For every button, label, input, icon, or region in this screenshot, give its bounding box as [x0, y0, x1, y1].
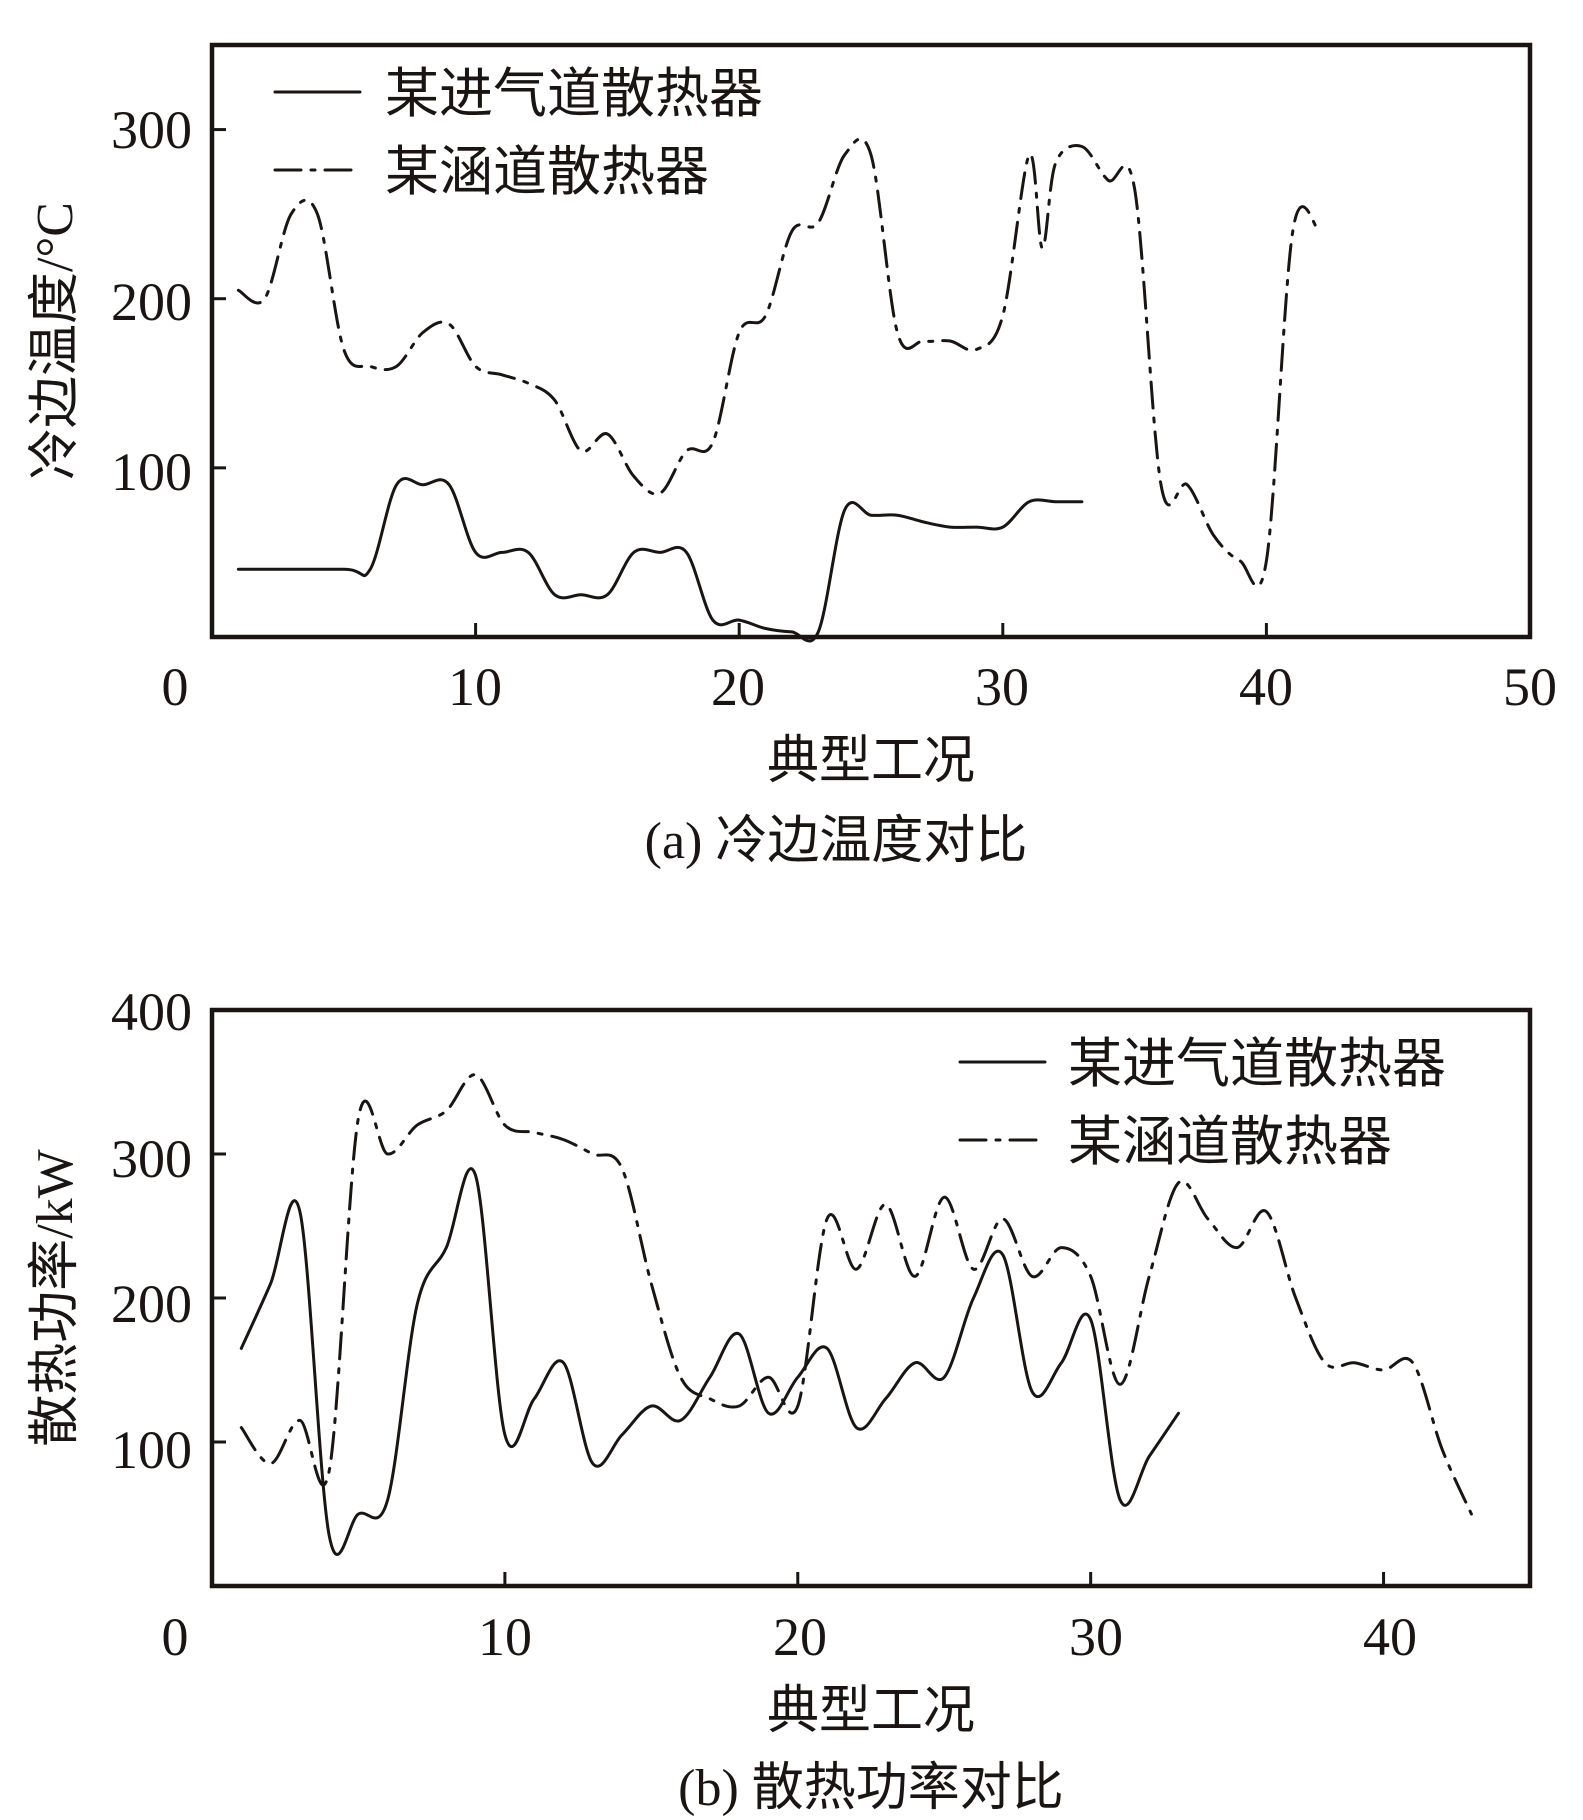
panel-a-y-tick-labels: 300 200 100 [111, 100, 192, 502]
panel-b-y-tick-label: 300 [111, 1129, 192, 1189]
panel-a-x-tick-label: 10 [448, 657, 502, 717]
panel-b-legend: 某进气道散热器 某涵道散热器 [958, 1034, 1446, 1172]
panel-a-x-tick-label: 20 [711, 657, 765, 717]
panel-a-x-tick-label: 50 [1503, 657, 1557, 717]
panel-a-x-axis-title: 典型工况 [767, 733, 975, 790]
panel-b-x-tick-label: 0 [162, 1607, 189, 1667]
panel-b: 0 10 20 30 40 400 300 200 100 典型工况 散热功率/… [27, 982, 1533, 1817]
panel-b-series-line-dashdot [239, 1073, 1473, 1516]
panel-b-y-tick-label: 200 [111, 1274, 192, 1334]
panel-a-legend-label: 某涵道散热器 [385, 142, 709, 202]
panel-b-y-axis-title: 散热功率/kW [27, 1149, 84, 1447]
panel-b-series-line-solid [239, 1167, 1180, 1556]
panel-b-x-tick-label: 40 [1363, 1607, 1417, 1667]
panel-b-series-group [239, 1073, 1473, 1556]
panel-a-caption: (a) 冷边温度对比 [645, 813, 1028, 870]
panel-b-x-tick-label: 30 [1069, 1607, 1123, 1667]
panel-a-legend-label: 某进气道散热器 [385, 64, 763, 124]
panel-b-legend-label: 某进气道散热器 [1068, 1034, 1446, 1094]
panel-b-legend-label: 某涵道散热器 [1068, 1112, 1392, 1172]
panel-a-series-group [236, 137, 1321, 643]
panel-b-y-tick-label: 100 [111, 1420, 192, 1480]
panel-a-ticks [212, 128, 1268, 637]
panel-a-x-tick-labels: 0 10 20 30 40 50 [162, 657, 1558, 717]
panel-b-x-tick-labels: 0 10 20 30 40 [162, 1607, 1418, 1667]
panel-a-y-tick-label: 300 [111, 100, 192, 160]
panel-a-x-tick-label: 0 [162, 657, 189, 717]
panel-a-series-line-solid [236, 477, 1084, 643]
panel-a: 0 10 20 30 40 50 300 200 100 典型工况 冷边温度/°… [27, 42, 1558, 870]
panel-b-y-tick-labels: 400 300 200 100 [111, 982, 192, 1480]
panel-a-y-axis-title: 冷边温度/°C [27, 202, 84, 480]
panel-b-x-tick-label: 20 [773, 1607, 827, 1667]
panel-a-y-tick-label: 200 [111, 272, 192, 332]
panel-b-y-tick-label: 400 [111, 982, 192, 1042]
panel-a-legend: 某进气道散热器 某涵道散热器 [273, 64, 763, 202]
panel-b-x-axis-title: 典型工况 [767, 1683, 975, 1740]
panel-a-x-tick-label: 30 [975, 657, 1029, 717]
panel-b-caption: (b) 散热功率对比 [678, 1760, 1064, 1817]
panel-b-plot-frame [209, 1007, 1533, 1589]
panel-b-x-tick-label: 10 [478, 1607, 532, 1667]
panel-a-series-line-dashdot [236, 137, 1321, 588]
panel-a-y-tick-label: 100 [111, 442, 192, 502]
panel-b-ticks [212, 1152, 1386, 1586]
panel-a-x-tick-label: 40 [1239, 657, 1293, 717]
panel-a-plot-frame [209, 42, 1533, 640]
